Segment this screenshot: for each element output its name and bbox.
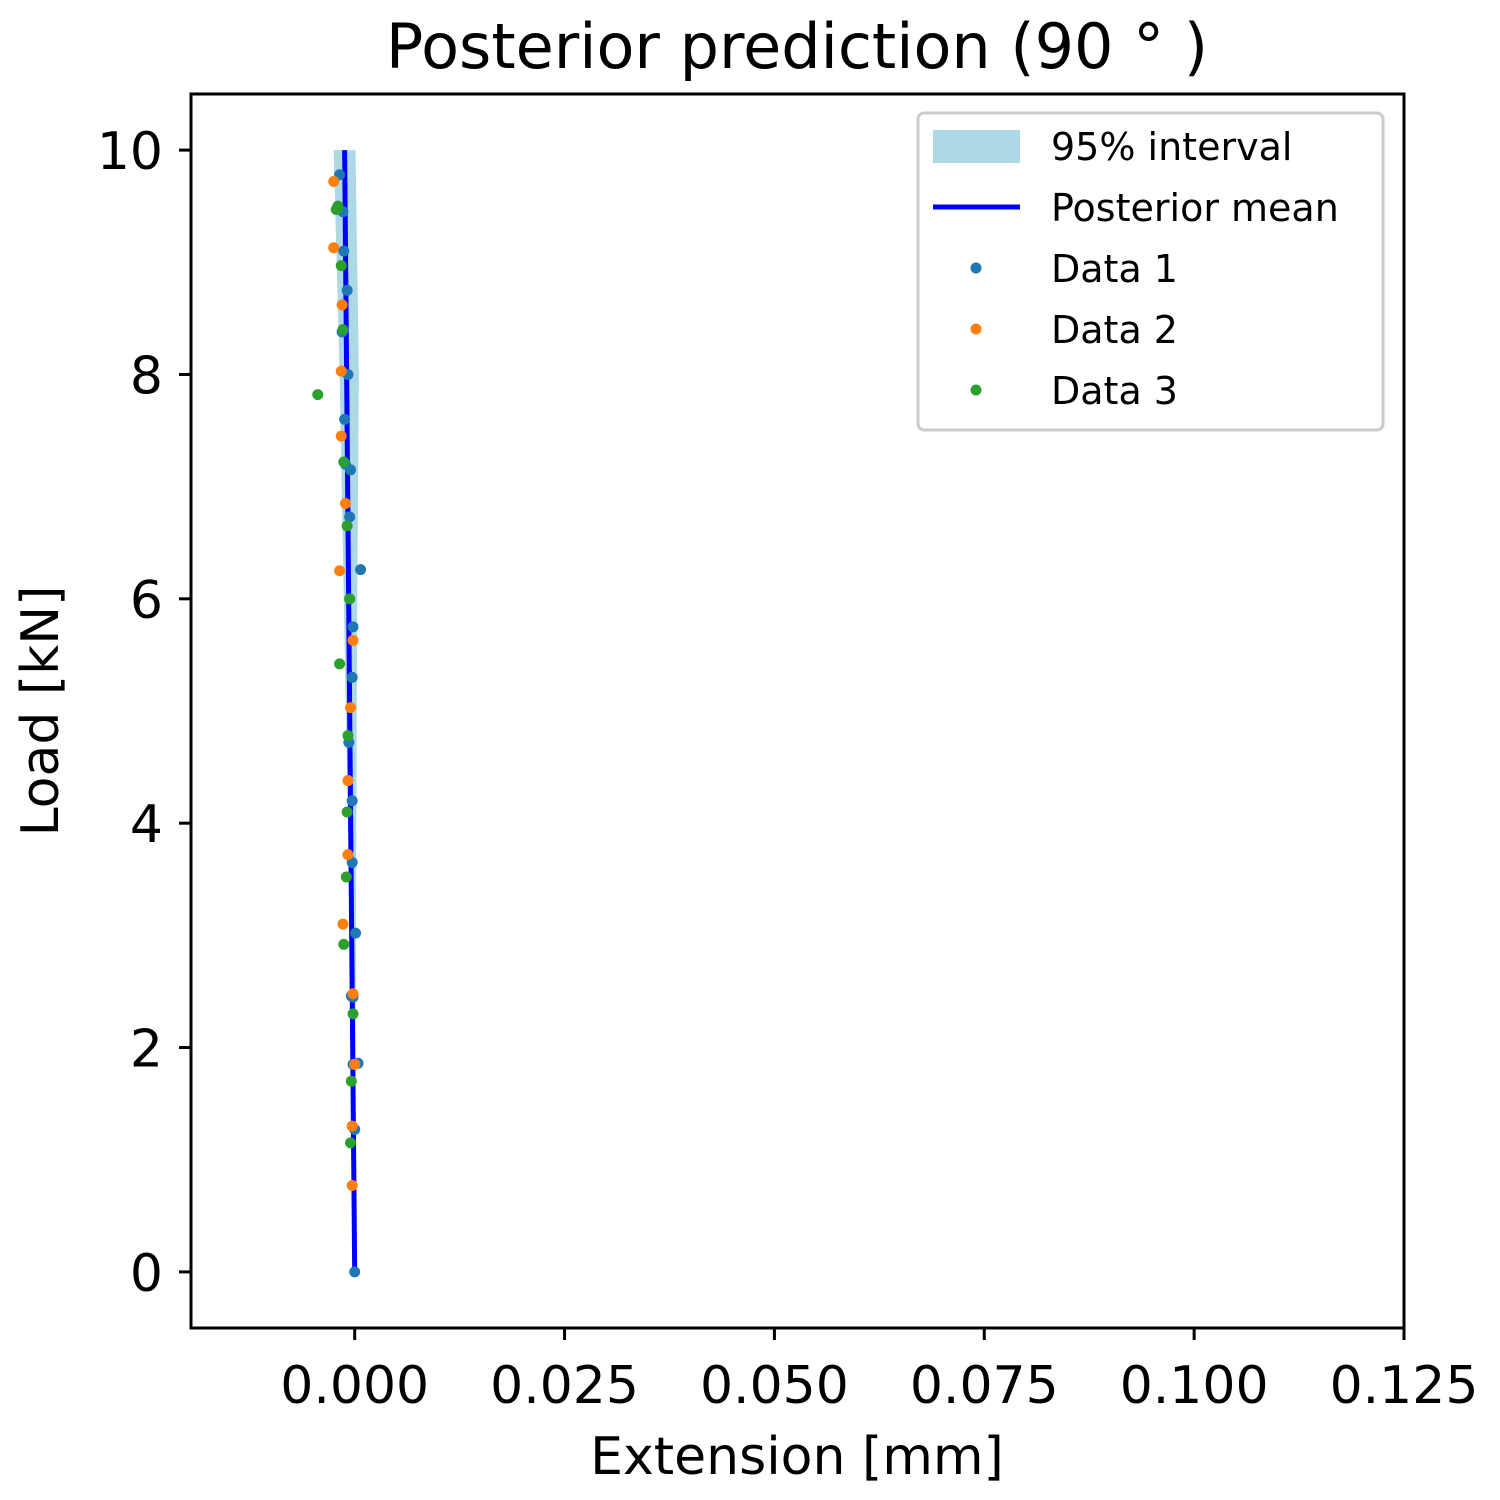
data3-point [345,1075,357,1087]
x-tick-label: 0.100 [1120,1356,1269,1416]
x-tick-label: 0.000 [280,1356,429,1416]
y-axis: 0 2 4 6 8 10 [97,122,191,1304]
data3-point [312,389,324,401]
data3-point [344,593,356,605]
legend-data3-swatch [970,384,982,396]
data1-point [339,413,351,425]
legend-data1-label: Data 1 [1051,247,1178,291]
data2-point [342,849,354,861]
x-axis-label: Extension [mm] [590,1427,1004,1487]
data3-point [332,200,344,212]
data3-point [341,806,353,818]
legend-data3-label: Data 3 [1051,369,1178,413]
legend-data2-label: Data 2 [1051,308,1178,352]
x-tick-label: 0.125 [1330,1356,1479,1416]
data1-point [350,927,362,939]
legend-interval-label: 95% interval [1051,125,1292,169]
data2-point [334,565,346,577]
data1-point [344,511,356,523]
y-tick-label: 4 [130,795,163,855]
data2-point [344,702,356,714]
data3-point [347,1008,359,1020]
legend-mean-label: Posterior mean [1051,186,1339,230]
legend-interval-swatch [933,130,1020,163]
data2-point [335,365,347,377]
data2-point [328,176,340,188]
x-tick-label: 0.075 [910,1356,1059,1416]
data3-point [338,938,350,950]
x-tick-label: 0.025 [490,1356,639,1416]
y-tick-label: 0 [130,1244,163,1304]
data2-point [342,775,354,787]
data1-point [349,1266,361,1278]
data3-point [341,520,353,532]
data2-point [347,634,359,646]
series-data2 [328,176,361,1192]
data1-point [338,245,350,257]
legend-data1-swatch [970,262,982,274]
data1-point [347,621,359,633]
y-tick-label: 10 [97,122,163,182]
y-tick-label: 6 [130,571,163,631]
data3-point [342,730,354,742]
data1-point [346,671,358,683]
data3-point [340,871,352,883]
plot-area [312,150,367,1278]
data1-point [355,564,367,576]
plot-frame [189,92,1406,1330]
data2-point [346,1180,358,1192]
data2-point [349,1058,361,1070]
data2-point [336,299,348,311]
legend: 95% interval Posterior mean Data 1 Data … [916,111,1385,432]
data3-point [334,658,346,670]
data3-point [337,324,349,336]
chart-title: Posterior prediction (90 ° ) [386,10,1208,83]
data3-point [344,1137,356,1149]
data2-point [328,242,340,254]
data1-point [341,284,353,296]
data3-point [338,456,350,468]
legend-box [916,111,1385,432]
data3-point [335,260,347,272]
y-tick-label: 8 [130,346,163,406]
y-tick-label: 2 [130,1020,163,1080]
data2-point [346,1120,358,1132]
x-axis: 0.000 0.025 0.050 0.075 0.100 0.125 [280,1328,1478,1416]
series-data3 [312,200,359,1149]
data2-point [337,918,349,930]
data2-point [335,430,347,442]
data1-point [346,795,358,807]
legend-data2-swatch [970,323,982,335]
x-tick-label: 0.050 [700,1356,849,1416]
data2-point [339,497,351,509]
y-axis-label: Load [kN] [11,586,71,837]
data2-point [347,988,359,1000]
